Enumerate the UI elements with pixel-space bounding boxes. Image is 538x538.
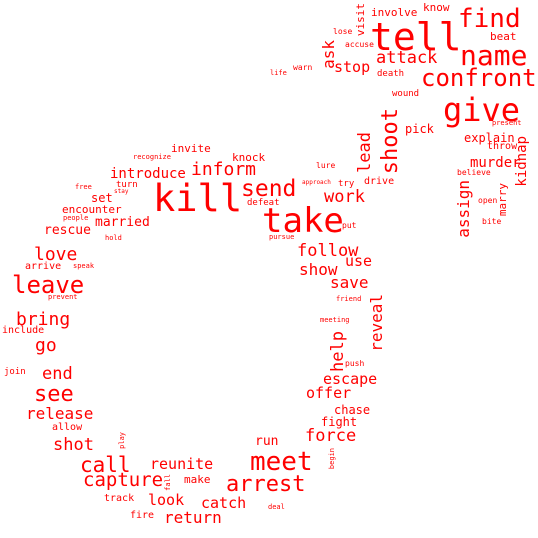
word-knock: knock (232, 151, 266, 164)
word-assign: assign (454, 180, 473, 238)
word-chase: chase (334, 403, 371, 417)
word-invite: invite (171, 142, 211, 155)
word-pick: pick (405, 122, 434, 136)
word-free: free (75, 183, 92, 191)
word-throw: throw (487, 141, 518, 152)
word-stop: stop (334, 58, 371, 76)
word-open: open (478, 196, 498, 205)
word-know: know (423, 1, 450, 14)
word-stay: stay (114, 188, 129, 195)
word-approach: approach (302, 179, 331, 186)
word-send: send (241, 176, 297, 202)
word-work: work (324, 187, 365, 207)
word-force: force (305, 426, 357, 446)
word-confront: confront (421, 64, 537, 92)
word-explain: explain (464, 131, 515, 145)
word-hold: hold (105, 234, 122, 242)
word-believe: believe (457, 168, 491, 177)
word-death: death (377, 69, 405, 79)
word-push: push (345, 359, 365, 368)
word-pursue: pursue (269, 233, 295, 241)
word-give: give (443, 91, 521, 129)
word-bring: bring (16, 309, 71, 330)
word-lure: lure (316, 161, 336, 170)
word-wound: wound (392, 89, 420, 99)
word-recognize: recognize (133, 153, 171, 161)
word-follow: follow (297, 241, 359, 261)
word-set: set (91, 191, 113, 205)
word-find: find (458, 4, 521, 34)
word-shoot: shoot (378, 108, 403, 175)
word-reunite: reunite (150, 455, 214, 473)
word-save: save (330, 273, 369, 292)
word-warn: warn (293, 63, 313, 72)
word-try: try (338, 179, 355, 189)
word-catch: catch (201, 494, 247, 512)
word-run: run (255, 434, 279, 449)
word-marry: marry (496, 183, 509, 217)
word-beat: beat (490, 30, 517, 43)
word-encounter: encounter (62, 203, 122, 216)
word-begin: begin (328, 448, 336, 470)
word-kill: kill (153, 177, 243, 220)
word-inform: inform (191, 159, 257, 180)
word-use: use (345, 252, 373, 270)
word-rescue: rescue (44, 223, 91, 238)
word-fall: fall (164, 474, 172, 491)
word-go: go (35, 335, 57, 356)
word-name: name (460, 39, 528, 72)
word-fight: fight (321, 415, 358, 429)
word-play: play (118, 432, 126, 449)
word-escape: escape (323, 370, 378, 388)
word-capture: capture (83, 469, 164, 491)
word-present: present (492, 119, 522, 127)
word-show: show (299, 260, 338, 279)
word-join: join (4, 367, 26, 377)
word-meeting: meeting (320, 316, 350, 324)
word-put: put (342, 221, 357, 230)
word-introduce: introduce (110, 166, 186, 182)
word-turn: turn (116, 180, 138, 190)
word-accuse: accuse (345, 40, 374, 49)
word-lead: lead (355, 132, 375, 173)
word-people: people (63, 214, 89, 222)
word-bite: bite (482, 217, 502, 226)
word-reveal: reveal (367, 294, 386, 352)
word-call: call (80, 453, 131, 477)
word-track: track (104, 493, 135, 504)
word-arrive: arrive (25, 261, 62, 272)
word-offer: offer (306, 384, 352, 402)
word-defeat: defeat (247, 198, 280, 208)
word-look: look (148, 491, 185, 509)
word-allow: allow (52, 422, 83, 433)
word-love: love (34, 244, 78, 265)
word-arrest: arrest (226, 472, 306, 497)
word-married: married (95, 215, 150, 230)
word-release: release (26, 404, 94, 423)
word-life: life (270, 69, 287, 77)
word-fire: fire (130, 510, 155, 521)
word-return: return (164, 508, 222, 527)
word-leave: leave (12, 271, 85, 299)
word-involve: involve (371, 6, 418, 19)
word-speak: speak (73, 262, 95, 270)
word-make: make (184, 473, 211, 486)
word-murder: murder (470, 155, 521, 171)
word-attack: attack (376, 48, 438, 68)
word-deal: deal (268, 503, 285, 511)
word-prevent: prevent (48, 293, 78, 301)
word-shot: shot (53, 435, 94, 455)
word-meet: meet (250, 447, 313, 477)
word-end: end (42, 364, 73, 384)
word-drive: drive (364, 176, 395, 187)
word-tell: tell (370, 15, 462, 59)
word-take: take (262, 201, 344, 241)
word-lose: lose (333, 27, 353, 36)
word-visit: visit (354, 3, 367, 37)
word-friend: friend (336, 295, 362, 303)
word-see: see (34, 382, 74, 407)
word-include: include (2, 325, 45, 336)
